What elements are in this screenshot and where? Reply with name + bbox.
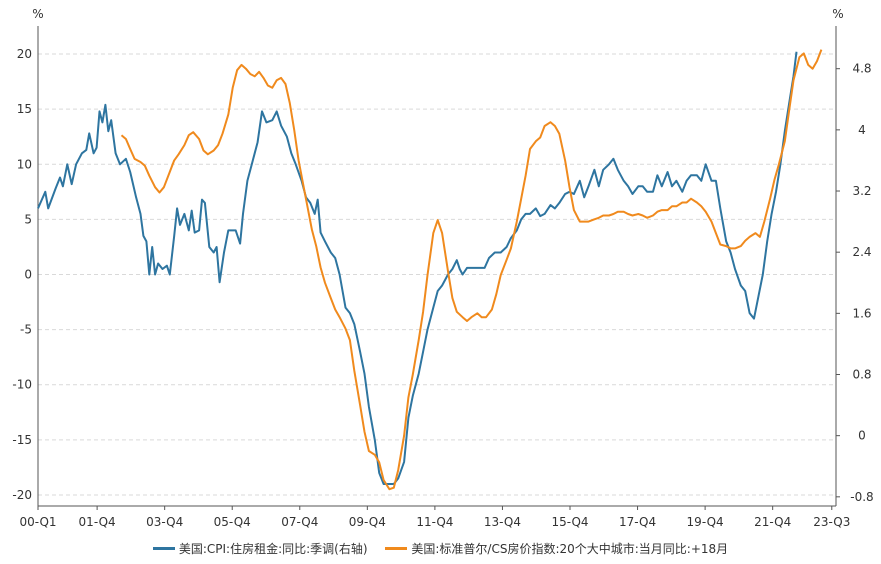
right-tick-label: 4.8 (852, 62, 871, 76)
x-tick-label: 09-Q4 (349, 515, 386, 529)
series-line-cpi-rent (37, 51, 798, 485)
legend-swatch-cpi-rent (152, 547, 175, 550)
left-tick-label: -5 (20, 323, 32, 337)
legend-label-cs-home-price: 美国:标准普尔/CS房价指数:20个大中城市:当月同比:+18月 (411, 542, 729, 556)
right-tick-label: 3.2 (852, 184, 871, 198)
x-tick-label: 05-Q4 (214, 515, 251, 529)
legend-item-cs-home-price[interactable]: 美国:标准普尔/CS房价指数:20个大中城市:当月同比:+18月 (385, 540, 728, 557)
x-tick-label: 23-Q3 (813, 515, 850, 529)
series-lines (37, 49, 823, 491)
right-tick-label: -0.8 (850, 490, 873, 504)
x-tick-label: 19-Q4 (687, 515, 724, 529)
right-tick-label: 4 (858, 123, 866, 137)
left-tick-label: -10 (12, 378, 32, 392)
left-tick-label: 20 (17, 47, 32, 61)
left-tick-label: -20 (12, 488, 32, 502)
left-tick-label: -15 (12, 433, 32, 447)
x-tick-label: 21-Q4 (754, 515, 791, 529)
left-tick-label: 0 (24, 268, 32, 282)
right-tick-label: 0 (858, 429, 866, 443)
right-tick-label: 1.6 (852, 306, 871, 320)
left-tick-label: 5 (24, 212, 32, 226)
axes: % % 20 15 10 5 0 -5 -10 -15 -20 4.8 4 3.2 2.4 1.6 0.8 0… (12, 7, 873, 529)
x-tick-label: 13-Q4 (484, 515, 521, 529)
left-axis-unit: % (32, 7, 43, 21)
gridlines (38, 53, 836, 496)
legend-item-cpi-rent[interactable]: 美国:CPI:住房租金:同比:季调(右轴) (152, 540, 368, 557)
legend-swatch-cs-home-price (385, 547, 408, 550)
x-tick-label: 03-Q4 (146, 515, 183, 529)
x-tick-label: 01-Q4 (79, 515, 116, 529)
x-tick-label: 00-Q1 (19, 515, 56, 529)
chart-area: % % 20 15 10 5 0 -5 -10 -15 -20 4.8 4 3.2 2.4 1.6 0.8 0… (12, 7, 873, 529)
right-tick-label: 2.4 (852, 245, 871, 259)
series-line-cs-home-price (120, 49, 823, 491)
x-tick-label: 07-Q4 (281, 515, 318, 529)
x-tick-label: 15-Q4 (551, 515, 588, 529)
legend: 美国:CPI:住房租金:同比:季调(右轴) 美国:标准普尔/CS房价指数:20个… (0, 540, 881, 557)
right-axis-unit: % (832, 7, 843, 21)
left-tick-label: 15 (17, 102, 32, 116)
legend-label-cpi-rent: 美国:CPI:住房租金:同比:季调(右轴) (178, 542, 368, 556)
x-tick-label: 17-Q4 (619, 515, 656, 529)
right-tick-label: 0.8 (852, 368, 871, 382)
x-tick-label: 11-Q4 (416, 515, 453, 529)
left-tick-label: 10 (17, 157, 32, 171)
